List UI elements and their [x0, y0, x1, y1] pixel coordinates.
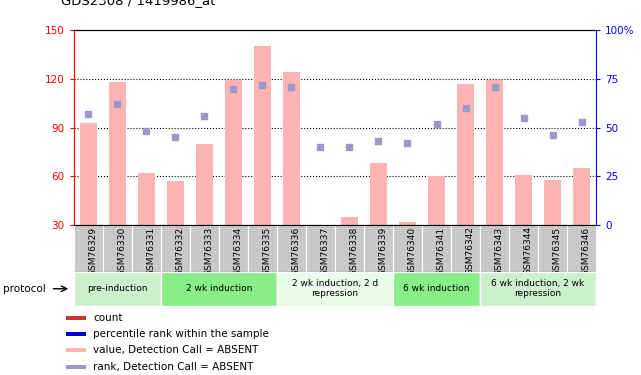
Point: [373, 138, 383, 144]
Text: GSM76346: GSM76346: [581, 226, 590, 276]
Bar: [74, 225, 103, 272]
Bar: [306, 225, 335, 272]
Bar: [219, 225, 248, 272]
Point: [141, 128, 151, 134]
Bar: [277, 225, 306, 272]
Bar: [196, 144, 213, 225]
Bar: [74, 272, 161, 306]
Point: [460, 105, 470, 111]
Text: GSM76330: GSM76330: [117, 226, 126, 276]
Bar: [457, 84, 474, 225]
Bar: [567, 225, 596, 272]
Bar: [224, 80, 242, 225]
Bar: [393, 272, 480, 306]
Bar: [486, 80, 503, 225]
Bar: [393, 225, 422, 272]
Bar: [544, 180, 562, 225]
Bar: [66, 316, 87, 320]
Point: [199, 113, 210, 119]
Point: [228, 86, 238, 92]
Point: [403, 140, 413, 146]
Bar: [66, 348, 87, 352]
Bar: [422, 225, 451, 272]
Bar: [573, 168, 590, 225]
Bar: [161, 272, 277, 306]
Point: [257, 82, 267, 88]
Text: 2 wk induction, 2 d
repression: 2 wk induction, 2 d repression: [292, 279, 378, 298]
Bar: [108, 82, 126, 225]
Bar: [480, 272, 596, 306]
Text: GSM76343: GSM76343: [495, 226, 504, 276]
Bar: [283, 72, 300, 225]
Bar: [190, 225, 219, 272]
Bar: [103, 225, 132, 272]
Point: [547, 132, 558, 138]
Text: value, Detection Call = ABSENT: value, Detection Call = ABSENT: [93, 345, 258, 355]
Text: protocol: protocol: [3, 284, 46, 294]
Bar: [79, 123, 97, 225]
Text: GSM76345: GSM76345: [553, 226, 562, 276]
Text: percentile rank within the sample: percentile rank within the sample: [93, 329, 269, 339]
Text: GSM76340: GSM76340: [408, 226, 417, 276]
Bar: [335, 225, 364, 272]
Point: [112, 101, 122, 107]
Point: [287, 84, 297, 90]
Text: GSM76344: GSM76344: [524, 226, 533, 275]
Text: GDS2308 / 1419986_at: GDS2308 / 1419986_at: [61, 0, 215, 8]
Point: [576, 118, 587, 124]
Text: GSM76333: GSM76333: [204, 226, 213, 276]
Bar: [66, 332, 87, 336]
Bar: [167, 181, 184, 225]
Text: 2 wk induction: 2 wk induction: [186, 284, 252, 293]
Bar: [428, 176, 445, 225]
Bar: [451, 225, 480, 272]
Point: [344, 144, 354, 150]
Bar: [364, 225, 393, 272]
Text: count: count: [93, 313, 122, 322]
Text: GSM76339: GSM76339: [378, 226, 387, 276]
Bar: [515, 175, 532, 225]
Bar: [399, 222, 416, 225]
Text: 6 wk induction: 6 wk induction: [403, 284, 470, 293]
Point: [170, 134, 180, 140]
Point: [315, 144, 326, 150]
Bar: [277, 272, 393, 306]
Point: [83, 111, 94, 117]
Bar: [509, 225, 538, 272]
Bar: [370, 163, 387, 225]
Bar: [480, 225, 509, 272]
Point: [490, 84, 500, 90]
Bar: [161, 225, 190, 272]
Text: pre-induction: pre-induction: [87, 284, 147, 293]
Bar: [132, 225, 161, 272]
Text: 6 wk induction, 2 wk
repression: 6 wk induction, 2 wk repression: [492, 279, 585, 298]
Text: GSM76336: GSM76336: [292, 226, 301, 276]
Point: [519, 115, 529, 121]
Text: GSM76341: GSM76341: [437, 226, 445, 276]
Bar: [248, 225, 277, 272]
Bar: [138, 173, 155, 225]
Text: GSM76332: GSM76332: [175, 226, 185, 276]
Text: rank, Detection Call = ABSENT: rank, Detection Call = ABSENT: [93, 362, 253, 372]
Text: GSM76329: GSM76329: [88, 226, 97, 276]
Bar: [341, 217, 358, 225]
Text: GSM76331: GSM76331: [146, 226, 155, 276]
Text: GSM76337: GSM76337: [320, 226, 329, 276]
Bar: [66, 365, 87, 369]
Text: GSM76335: GSM76335: [262, 226, 271, 276]
Bar: [538, 225, 567, 272]
Text: GSM76338: GSM76338: [349, 226, 358, 276]
Bar: [254, 46, 271, 225]
Text: GSM76342: GSM76342: [465, 226, 474, 275]
Point: [431, 121, 442, 127]
Text: GSM76334: GSM76334: [233, 226, 242, 276]
